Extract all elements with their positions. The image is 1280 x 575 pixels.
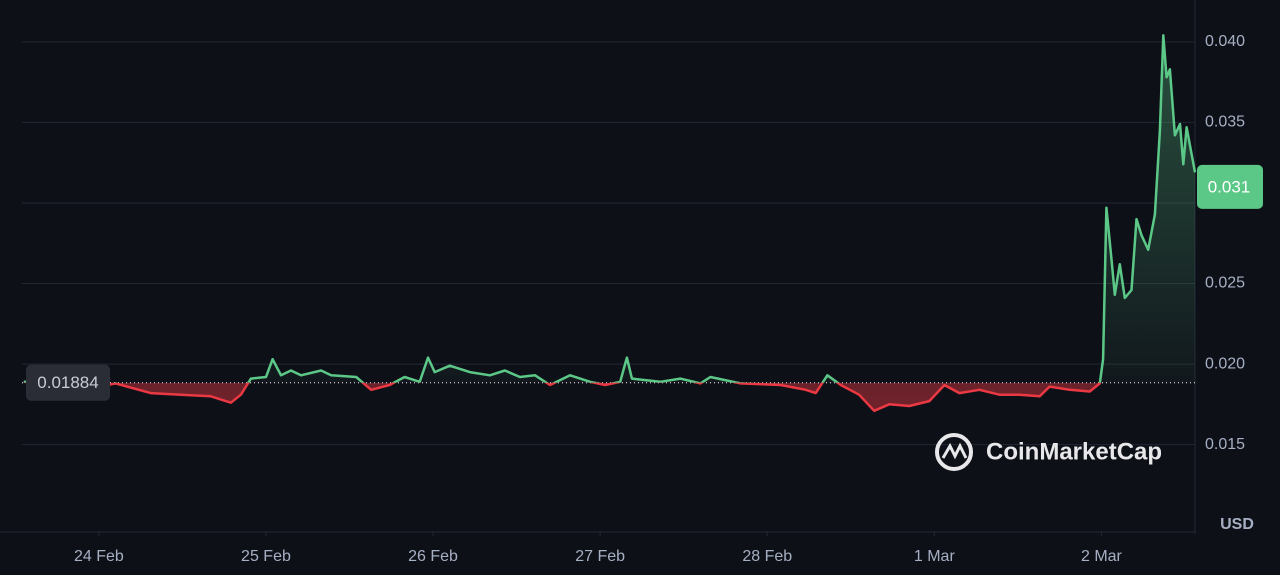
- price-line-down: [23, 382, 1102, 413]
- baseline-label: 0.01884: [37, 373, 98, 392]
- y-tick-label: 0.020: [1205, 355, 1245, 372]
- area-down: [23, 382, 1195, 411]
- watermark-text: CoinMarketCap: [986, 438, 1162, 465]
- current-price-box: [1197, 164, 1263, 209]
- y-tick-label: 0.025: [1205, 275, 1245, 292]
- logo-mark: [941, 442, 968, 460]
- baseline-label-box: [26, 364, 110, 401]
- watermark: CoinMarketCap: [935, 433, 1162, 471]
- x-tick-label: 28 Feb: [742, 548, 792, 565]
- y-tick-label: 0.015: [1205, 436, 1245, 453]
- y-tick-label: 0.040: [1205, 33, 1245, 50]
- logo: [935, 433, 973, 471]
- x-tick-label: 1 Mar: [914, 548, 956, 565]
- currency-label: USD: [1220, 516, 1254, 533]
- x-tick-label: 26 Feb: [408, 548, 458, 565]
- area-up: [23, 35, 1195, 383]
- y-tick-label: 0.035: [1205, 114, 1245, 131]
- price-line-up: [23, 34, 1197, 383]
- x-tick-label: 24 Feb: [74, 548, 124, 565]
- current-price-label: 0.031: [1208, 177, 1251, 196]
- x-tick-label: 25 Feb: [241, 548, 291, 565]
- x-tick-label: 2 Mar: [1081, 548, 1123, 565]
- x-tick-label: 27 Feb: [575, 548, 625, 565]
